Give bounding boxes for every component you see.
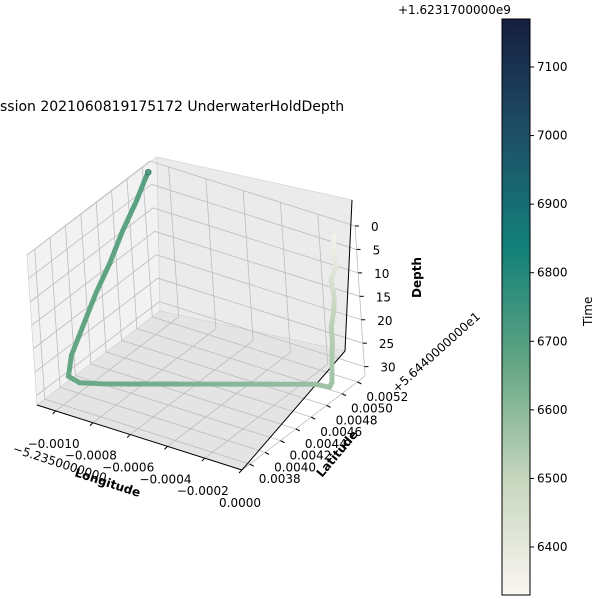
z-axis-label: Depth [410, 257, 424, 298]
colorbar [501, 18, 531, 596]
z-tick-label: 20 [377, 314, 392, 328]
z-tick-label: 25 [379, 337, 394, 351]
y-tick-label: 0.0044 [305, 437, 347, 451]
z-tick-label: 0 [371, 220, 379, 234]
x-tick-label: −0.0002 [177, 484, 229, 498]
y-offset-label: +5.6440000000e1 [390, 309, 483, 395]
colorbar-tick-label: 6400 [537, 540, 568, 554]
y-tick-label: 0.0040 [274, 460, 316, 474]
colorbar-tick-label: 6500 [537, 471, 568, 485]
y-tick-label: 0.0050 [351, 402, 393, 416]
colorbar-tick-label: 6800 [537, 266, 568, 280]
colorbar-tick-label: 6700 [537, 334, 568, 348]
chart-title: ssion 2021060819175172 UnderwaterHoldDep… [0, 99, 344, 115]
track-point [145, 168, 152, 176]
data-track [65, 168, 339, 390]
x-tick-label: −0.0010 [28, 437, 80, 451]
z-tick-label: 10 [374, 267, 389, 281]
colorbar-tick-label: 7100 [537, 60, 568, 74]
z-tick-label: 30 [380, 361, 395, 375]
colorbar-label: Time [581, 297, 595, 327]
x-tick-label: 0.0000 [219, 496, 261, 510]
x-tick-label: −0.0008 [65, 449, 117, 463]
z-tick-label: 5 [373, 243, 381, 257]
colorbar-tick-label: 7000 [537, 129, 568, 143]
y-tick-label: 0.0052 [366, 390, 408, 404]
y-tick-label: 0.0038 [259, 472, 301, 486]
y-tick-label: 0.0048 [336, 413, 378, 427]
colorbar-ticks: 6400 6500 6600 6700 6800 6900 7000 7100 [530, 60, 568, 554]
z-tick-label: 15 [376, 290, 391, 304]
y-axis-ticks: 0.00380.00400.00420.00440.00460.00480.00… [249, 381, 408, 486]
x-tick-label: −0.0004 [139, 472, 191, 486]
z-axis-ticks: 0 5 10 15 20 25 30 [355, 220, 396, 375]
x-tick-label: −0.0006 [102, 461, 154, 475]
x-axis-ticks: −0.0010−0.0008−0.0006−0.0004−0.00020.000… [28, 410, 261, 510]
y-tick-label: 0.0042 [289, 449, 331, 463]
colorbar-offset-label: +1.6231700000e9 [398, 3, 511, 17]
axes-3d-box [26, 156, 366, 471]
colorbar-tick-label: 6600 [537, 403, 568, 417]
colorbar-tick-label: 6900 [537, 197, 568, 211]
y-tick-label: 0.0046 [320, 425, 362, 439]
